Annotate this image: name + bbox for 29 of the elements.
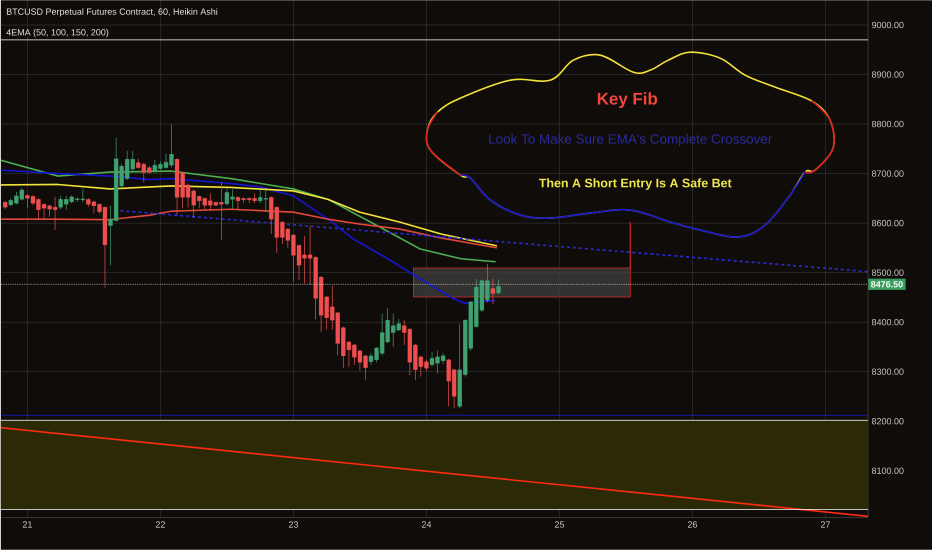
y-tick-label: 8200.00 [872, 418, 904, 425]
text: BTCUSD Perpetual Futures Contract, 60, Heikin Ashi [6, 8, 218, 17]
y-tick-label: 8500.00 [872, 270, 904, 276]
x-tick-label: 26 [688, 521, 698, 528]
x-tick-label: 23 [288, 521, 298, 528]
y-tick-label: 8300.00 [872, 368, 904, 375]
line-series [0, 208, 498, 249]
candlestick [496, 279, 501, 295]
line-series [0, 160, 496, 263]
line-series [0, 184, 498, 247]
y-tick-label: 8100.00 [872, 468, 904, 474]
y-tick-label: 9000.00 [872, 22, 904, 28]
y-tick-label: 8400.00 [872, 319, 904, 326]
y-tick-label: 8700.00 [872, 170, 904, 177]
annotation: Key Fib [598, 92, 658, 108]
candlestick [490, 278, 496, 305]
ref-line-label: 8476.50 [871, 281, 903, 288]
text: 4EMA (50, 100, 150, 200) [6, 29, 108, 38]
line-series [0, 169, 496, 304]
x-tick-label: 21 [22, 521, 32, 528]
y-tick-label: 8900.00 [872, 71, 904, 78]
y-tick-label: 8800.00 [872, 120, 904, 128]
annotation: Then A Short Entry Is A Safe Bet [538, 178, 732, 190]
x-tick-label: 22 [156, 521, 165, 528]
y-tick-label: 8600.00 [872, 220, 904, 226]
x-tick-label: 25 [554, 521, 564, 528]
x-tick-label: 24 [422, 521, 432, 528]
annotation: Look To Make Sure EMA's Complete Crossover [489, 134, 772, 146]
x-tick-label: 27 [820, 521, 830, 528]
